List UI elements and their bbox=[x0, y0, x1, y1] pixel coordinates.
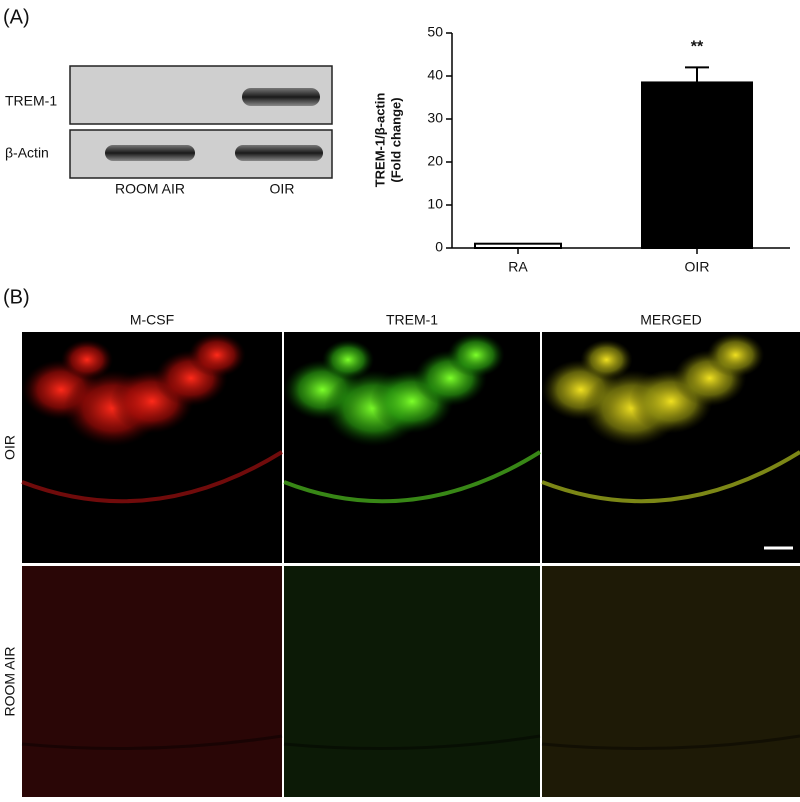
stain-blob bbox=[580, 339, 633, 380]
retina-layer bbox=[541, 734, 800, 750]
stain-blob bbox=[322, 339, 374, 380]
micrograph bbox=[542, 566, 800, 797]
bar bbox=[641, 81, 753, 249]
retina-layer bbox=[21, 450, 284, 504]
y-tick-label: 40 bbox=[427, 67, 443, 83]
retina-layer bbox=[21, 734, 283, 750]
retina-layer bbox=[283, 450, 542, 504]
stain-blob bbox=[188, 333, 246, 378]
y-tick-label: 10 bbox=[427, 196, 443, 212]
significance-label: ** bbox=[691, 39, 704, 56]
row-label: OIR bbox=[2, 435, 18, 460]
micrograph bbox=[22, 566, 282, 797]
blot-lane-label: ROOM AIR bbox=[115, 181, 185, 197]
blot-row-label: β-Actin bbox=[5, 145, 49, 161]
bar bbox=[474, 242, 562, 249]
row-label: ROOM AIR bbox=[2, 646, 18, 716]
stain-blob bbox=[706, 333, 765, 378]
y-axis-label: (Fold change) bbox=[388, 97, 403, 182]
stain-blob bbox=[61, 339, 113, 380]
column-label: TREM-1 bbox=[386, 312, 438, 328]
x-tick-label: RA bbox=[508, 259, 528, 275]
retina-layer bbox=[541, 450, 800, 504]
blot-band bbox=[242, 88, 320, 106]
retina-layer bbox=[283, 734, 541, 750]
column-label: MERGED bbox=[640, 312, 701, 328]
y-axis-label: TREM-1/β-actin bbox=[372, 93, 387, 188]
micrographs: M-CSF TREM-1 MERGED OIR ROOM AIR bbox=[2, 312, 800, 797]
x-tick-label: OIR bbox=[685, 259, 710, 275]
blot-band bbox=[235, 145, 323, 161]
panel-label: (A) bbox=[3, 6, 30, 28]
blot-row-label: TREM-1 bbox=[5, 93, 57, 109]
y-tick-label: 20 bbox=[427, 153, 443, 169]
y-tick-label: 30 bbox=[427, 110, 443, 126]
column-label: M-CSF bbox=[130, 312, 174, 328]
panel-label: (B) bbox=[3, 286, 30, 308]
blot-band bbox=[105, 145, 195, 161]
blot-lane-label: OIR bbox=[270, 181, 295, 197]
y-tick-label: 0 bbox=[435, 239, 443, 255]
micrograph bbox=[284, 566, 540, 797]
y-tick-label: 50 bbox=[427, 24, 443, 40]
stain-blob bbox=[447, 333, 505, 378]
